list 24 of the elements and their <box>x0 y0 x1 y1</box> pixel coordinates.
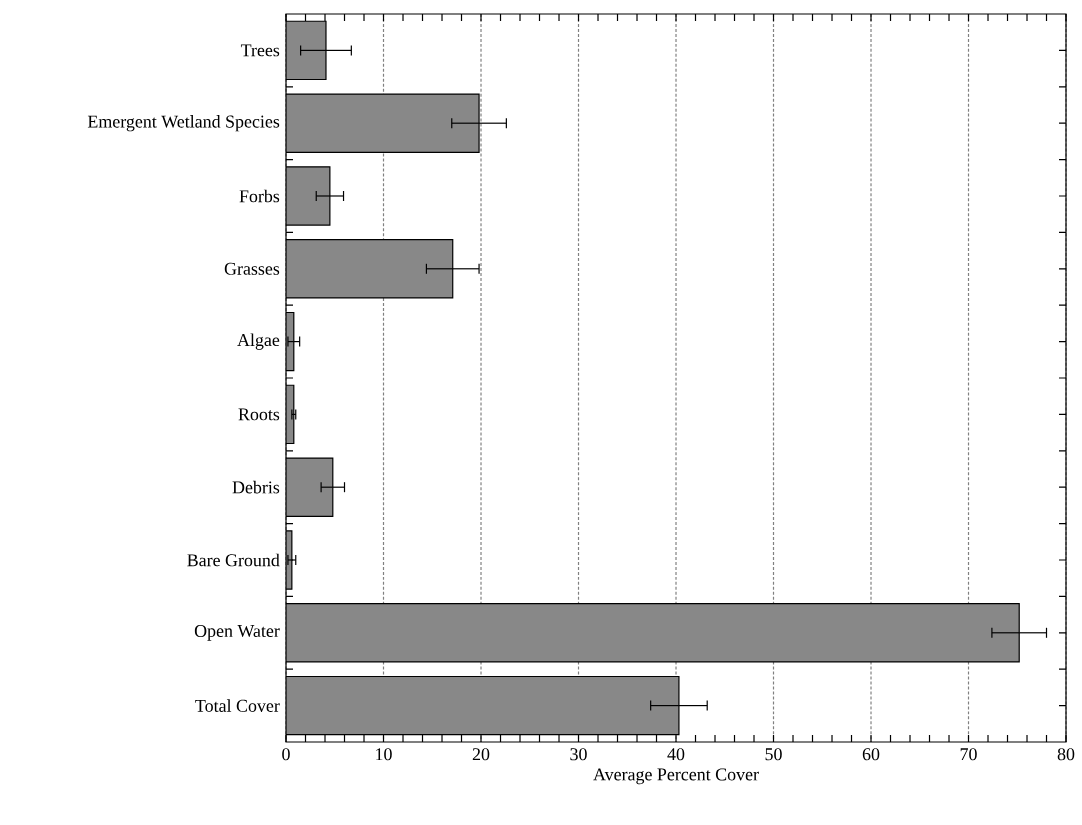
y-tick-label: Emergent Wetland Species <box>87 115 280 132</box>
bar <box>286 457 334 517</box>
y-tick-label: Bare Ground <box>187 553 280 567</box>
x-tick-label: 50 <box>765 748 782 761</box>
y-tick-label: Open Water <box>194 624 280 641</box>
x-tick-label: 80 <box>1057 748 1075 761</box>
y-tick-label: Roots <box>238 408 280 421</box>
x-axis-title: Average Percent Cover <box>593 768 759 785</box>
y-tick-label: Forbs <box>239 189 280 203</box>
y-tick-label: Trees <box>240 44 280 57</box>
bar <box>286 675 680 736</box>
x-tick-label: 10 <box>376 748 392 761</box>
x-tick-label: 20 <box>472 748 490 761</box>
x-tick-label: 30 <box>570 748 587 761</box>
y-tick-label: Debris <box>232 480 280 494</box>
x-tick-label: 70 <box>960 748 977 761</box>
x-tick-label: 0 <box>282 748 290 761</box>
bar <box>286 166 331 226</box>
y-tick-label: Grasses <box>224 262 280 275</box>
y-tick-label: Algae <box>237 333 280 350</box>
x-tick-label: 40 <box>667 748 685 761</box>
bar <box>286 20 327 81</box>
x-tick-label: 60 <box>862 748 880 761</box>
y-tick-label: Total Cover <box>195 699 280 712</box>
